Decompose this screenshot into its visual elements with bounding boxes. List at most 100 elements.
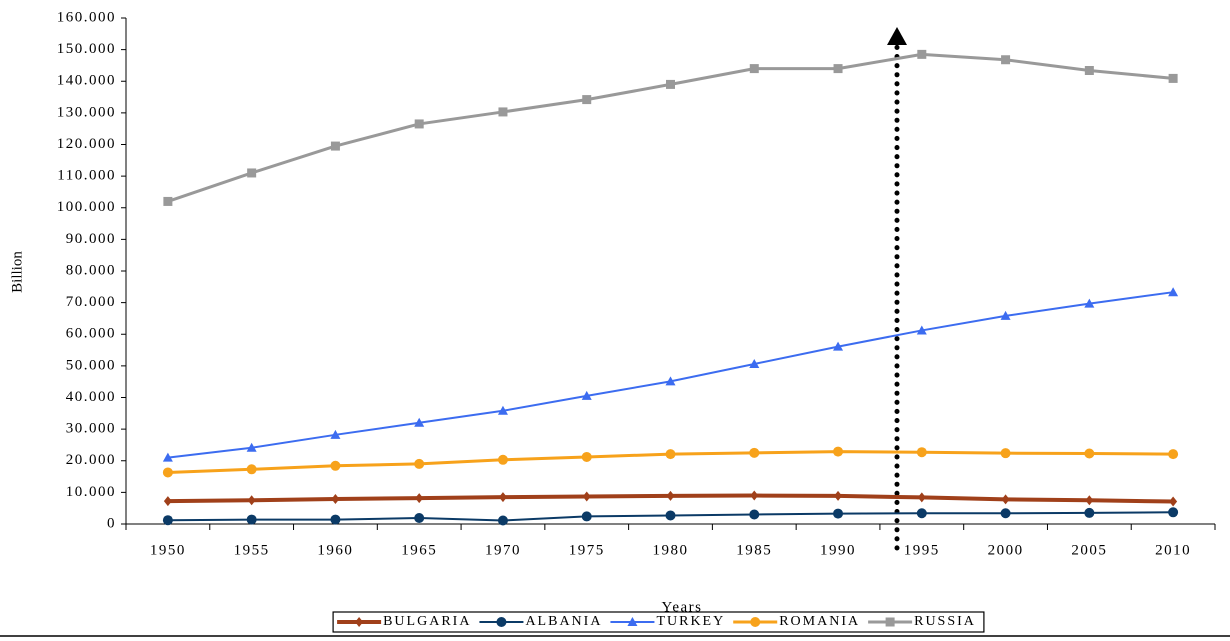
x-tick-label: 1990 bbox=[820, 542, 856, 558]
x-tick-label: 1970 bbox=[485, 542, 521, 558]
x-tick-label: 2010 bbox=[1155, 542, 1191, 558]
y-tick-label: 140.000 bbox=[57, 73, 116, 89]
y-tick-label: 0 bbox=[107, 515, 116, 531]
y-tick-label: 20.000 bbox=[66, 452, 116, 468]
marker bbox=[247, 515, 257, 525]
y-tick-label: 10.000 bbox=[66, 484, 116, 500]
marker bbox=[917, 508, 927, 518]
y-tick-label: 40.000 bbox=[66, 389, 116, 405]
marker bbox=[917, 447, 927, 457]
marker bbox=[666, 510, 676, 520]
marker bbox=[414, 459, 424, 469]
marker bbox=[163, 515, 173, 525]
marker bbox=[582, 511, 592, 521]
marker bbox=[330, 461, 340, 471]
legend-label: ALBANIA bbox=[525, 614, 602, 629]
marker bbox=[583, 491, 591, 501]
marker bbox=[248, 495, 256, 505]
marker bbox=[750, 64, 759, 73]
x-tick-label: 2005 bbox=[1071, 542, 1107, 558]
y-axis-label: Billion bbox=[9, 251, 25, 293]
y-tick-label: 110.000 bbox=[57, 168, 116, 184]
legend-item: TURKEY bbox=[610, 614, 725, 629]
marker bbox=[499, 492, 507, 502]
marker bbox=[163, 467, 173, 477]
series-line bbox=[168, 54, 1173, 201]
legend-label: TURKEY bbox=[656, 614, 725, 629]
marker bbox=[1169, 74, 1178, 83]
marker bbox=[414, 513, 424, 523]
marker bbox=[1085, 495, 1093, 505]
marker bbox=[666, 80, 675, 89]
marker bbox=[749, 510, 759, 520]
y-tick-label: 130.000 bbox=[57, 104, 116, 120]
legend-item: RUSSIA bbox=[868, 614, 976, 629]
x-tick-label: 1995 bbox=[904, 542, 940, 558]
marker bbox=[582, 452, 592, 462]
legend-item: ALBANIA bbox=[479, 614, 602, 629]
y-tick-label: 120.000 bbox=[57, 136, 116, 152]
marker bbox=[164, 496, 172, 506]
legend-label: BULGARIA bbox=[383, 614, 471, 629]
marker bbox=[498, 516, 508, 526]
y-tick-label: 30.000 bbox=[66, 421, 116, 437]
marker bbox=[667, 491, 675, 501]
marker bbox=[247, 464, 257, 474]
legend-item: ROMANIA bbox=[733, 614, 860, 629]
marker bbox=[498, 107, 507, 116]
marker bbox=[750, 617, 760, 627]
marker bbox=[496, 617, 506, 627]
marker bbox=[833, 447, 843, 457]
x-tick-label: 1985 bbox=[736, 542, 772, 558]
marker bbox=[415, 119, 424, 128]
marker bbox=[355, 617, 363, 627]
marker bbox=[1169, 497, 1177, 507]
y-tick-label: 50.000 bbox=[66, 357, 116, 373]
marker bbox=[1168, 449, 1178, 459]
x-tick-label: 1980 bbox=[653, 542, 689, 558]
x-axis-label: Years bbox=[662, 599, 703, 615]
marker bbox=[666, 449, 676, 459]
marker bbox=[833, 509, 843, 519]
y-tick-label: 90.000 bbox=[66, 231, 116, 247]
marker bbox=[498, 455, 508, 465]
x-tick-label: 1950 bbox=[150, 542, 186, 558]
marker bbox=[1001, 55, 1010, 64]
y-tick-label: 100.000 bbox=[57, 199, 116, 215]
y-tick-label: 70.000 bbox=[66, 294, 116, 310]
marker bbox=[1085, 66, 1094, 75]
marker bbox=[331, 142, 340, 151]
legend: BULGARIA ALBANIA TURKEY ROMANIA RUSSIA bbox=[333, 612, 984, 632]
marker bbox=[1084, 508, 1094, 518]
marker bbox=[1084, 448, 1094, 458]
x-tick-label: 1955 bbox=[234, 542, 270, 558]
marker bbox=[1001, 448, 1011, 458]
marker bbox=[330, 515, 340, 525]
y-tick-label: 150.000 bbox=[57, 41, 116, 57]
legend-label: ROMANIA bbox=[779, 614, 860, 629]
marker bbox=[163, 197, 172, 206]
x-tick-label: 1960 bbox=[317, 542, 353, 558]
event-arrow bbox=[887, 27, 907, 45]
x-tick-label: 1965 bbox=[401, 542, 437, 558]
marker bbox=[750, 491, 758, 501]
x-tick-label: 1975 bbox=[569, 542, 605, 558]
marker bbox=[582, 95, 591, 104]
y-tick-label: 80.000 bbox=[66, 262, 116, 278]
x-tick-label: 2000 bbox=[988, 542, 1024, 558]
marker bbox=[247, 168, 256, 177]
legend-item: BULGARIA bbox=[337, 614, 471, 629]
marker bbox=[1002, 494, 1010, 504]
legend-label: RUSSIA bbox=[914, 614, 976, 629]
marker bbox=[415, 493, 423, 503]
marker bbox=[1168, 507, 1178, 517]
marker bbox=[834, 491, 842, 501]
marker bbox=[834, 64, 843, 73]
y-tick-label: 160.000 bbox=[57, 9, 116, 25]
y-tick-label: 60.000 bbox=[66, 326, 116, 342]
marker bbox=[1001, 508, 1011, 518]
marker bbox=[331, 494, 339, 504]
marker bbox=[886, 618, 895, 627]
series-line bbox=[168, 292, 1173, 457]
